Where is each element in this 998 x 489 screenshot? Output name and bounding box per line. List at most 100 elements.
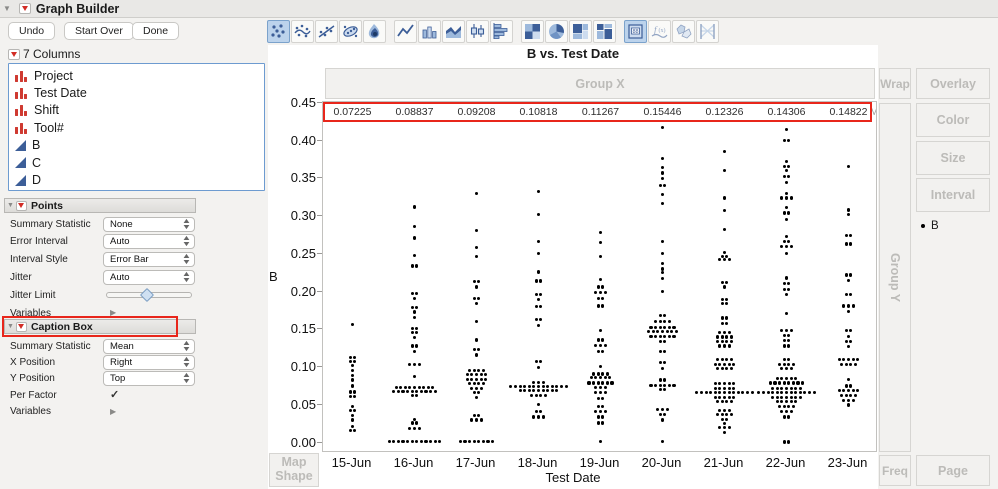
interval-style-select[interactable]: Error Bar ▲ ▼: [103, 252, 195, 268]
data-point[interactable]: [722, 386, 727, 390]
data-point[interactable]: [837, 388, 841, 393]
data-point[interactable]: [837, 358, 841, 362]
data-point[interactable]: [853, 362, 857, 366]
data-point[interactable]: [660, 418, 665, 422]
data-point[interactable]: [539, 293, 543, 297]
data-point[interactable]: [472, 296, 476, 300]
area-icon[interactable]: [442, 20, 465, 43]
data-point[interactable]: [784, 181, 789, 185]
data-point[interactable]: [587, 381, 591, 385]
data-point[interactable]: [598, 410, 603, 414]
data-point[interactable]: [718, 391, 722, 395]
data-point[interactable]: [539, 393, 543, 397]
data-point[interactable]: [787, 358, 791, 362]
data-point[interactable]: [856, 388, 860, 393]
data-point[interactable]: [750, 391, 754, 395]
data-point[interactable]: [658, 361, 662, 365]
data-point[interactable]: [601, 396, 605, 400]
data-point[interactable]: [722, 169, 727, 173]
data-point[interactable]: [429, 389, 433, 393]
data-point[interactable]: [415, 292, 419, 296]
data-point[interactable]: [789, 391, 793, 395]
data-point[interactable]: [541, 380, 545, 384]
data-point[interactable]: [458, 439, 462, 443]
data-point[interactable]: [410, 327, 414, 331]
data-point[interactable]: [782, 404, 786, 409]
data-point[interactable]: [472, 280, 476, 284]
formula-icon[interactable]: f (x): [648, 20, 671, 43]
data-point[interactable]: [713, 382, 717, 386]
data-point[interactable]: [660, 367, 665, 371]
data-point[interactable]: [410, 292, 414, 296]
box-plot-icon[interactable]: [466, 20, 489, 43]
data-point[interactable]: [789, 367, 793, 371]
slider-thumb[interactable]: [139, 287, 155, 302]
data-point[interactable]: [794, 400, 798, 404]
data-point[interactable]: [477, 391, 481, 395]
data-point[interactable]: [660, 277, 665, 281]
data-point[interactable]: [840, 362, 844, 366]
data-point[interactable]: [784, 400, 789, 404]
data-point[interactable]: [720, 367, 724, 371]
treemap-icon[interactable]: [569, 20, 592, 43]
data-point[interactable]: [725, 339, 729, 344]
caption-red-triangle-icon[interactable]: [15, 321, 27, 332]
data-point[interactable]: [782, 415, 786, 419]
data-point[interactable]: [603, 376, 607, 380]
x-axis-title[interactable]: Test Date: [545, 470, 601, 485]
data-point[interactable]: [784, 252, 789, 256]
jitter-select[interactable]: Auto ▲ ▼: [103, 269, 195, 285]
data-point[interactable]: [350, 322, 355, 326]
data-point[interactable]: [539, 317, 543, 322]
column-item-d[interactable]: D: [15, 171, 264, 188]
data-point[interactable]: [491, 439, 495, 443]
data-point[interactable]: [720, 254, 724, 258]
data-point[interactable]: [598, 240, 603, 245]
data-point[interactable]: [846, 334, 851, 338]
data-point[interactable]: [415, 389, 419, 393]
data-point[interactable]: [812, 391, 816, 395]
data-point[interactable]: [539, 305, 543, 309]
data-point[interactable]: [725, 367, 729, 371]
data-point[interactable]: [713, 386, 717, 390]
data-point[interactable]: [725, 316, 729, 320]
data-point[interactable]: [598, 231, 603, 235]
data-point[interactable]: [605, 372, 609, 376]
data-point[interactable]: [727, 362, 731, 366]
data-point[interactable]: [780, 196, 784, 200]
data-point[interactable]: [415, 327, 419, 331]
data-point[interactable]: [598, 385, 603, 390]
data-point[interactable]: [787, 164, 791, 168]
data-point[interactable]: [732, 362, 736, 366]
data-point[interactable]: [842, 398, 846, 402]
data-point[interactable]: [477, 413, 481, 418]
data-point[interactable]: [660, 171, 665, 175]
data-point[interactable]: [718, 386, 722, 390]
data-point[interactable]: [654, 325, 658, 329]
data-point[interactable]: [674, 330, 678, 334]
data-point[interactable]: [472, 391, 476, 395]
data-point[interactable]: [479, 418, 483, 422]
data-point[interactable]: [419, 389, 423, 393]
data-point[interactable]: [787, 362, 791, 366]
data-point[interactable]: [481, 368, 485, 372]
caption-box-panel-header[interactable]: ▼ Caption Box: [4, 319, 196, 334]
data-point[interactable]: [727, 395, 731, 399]
data-point[interactable]: [794, 391, 798, 395]
data-point[interactable]: [794, 386, 798, 390]
data-point[interactable]: [598, 439, 603, 443]
data-point[interactable]: [789, 376, 793, 381]
data-point[interactable]: [415, 439, 419, 443]
data-point[interactable]: [784, 367, 789, 371]
data-point[interactable]: [546, 385, 550, 389]
mosaic-icon[interactable]: [593, 20, 616, 43]
data-point[interactable]: [654, 320, 658, 324]
data-point[interactable]: [523, 385, 527, 389]
data-point[interactable]: [851, 358, 855, 362]
drop-zone-freq[interactable]: Freq: [879, 455, 911, 486]
data-point[interactable]: [603, 391, 607, 395]
select-stepper-icon[interactable]: ▲ ▼: [181, 372, 192, 386]
jitter-limit-slider[interactable]: [106, 287, 192, 303]
data-point[interactable]: [672, 383, 676, 387]
data-point[interactable]: [718, 408, 722, 412]
